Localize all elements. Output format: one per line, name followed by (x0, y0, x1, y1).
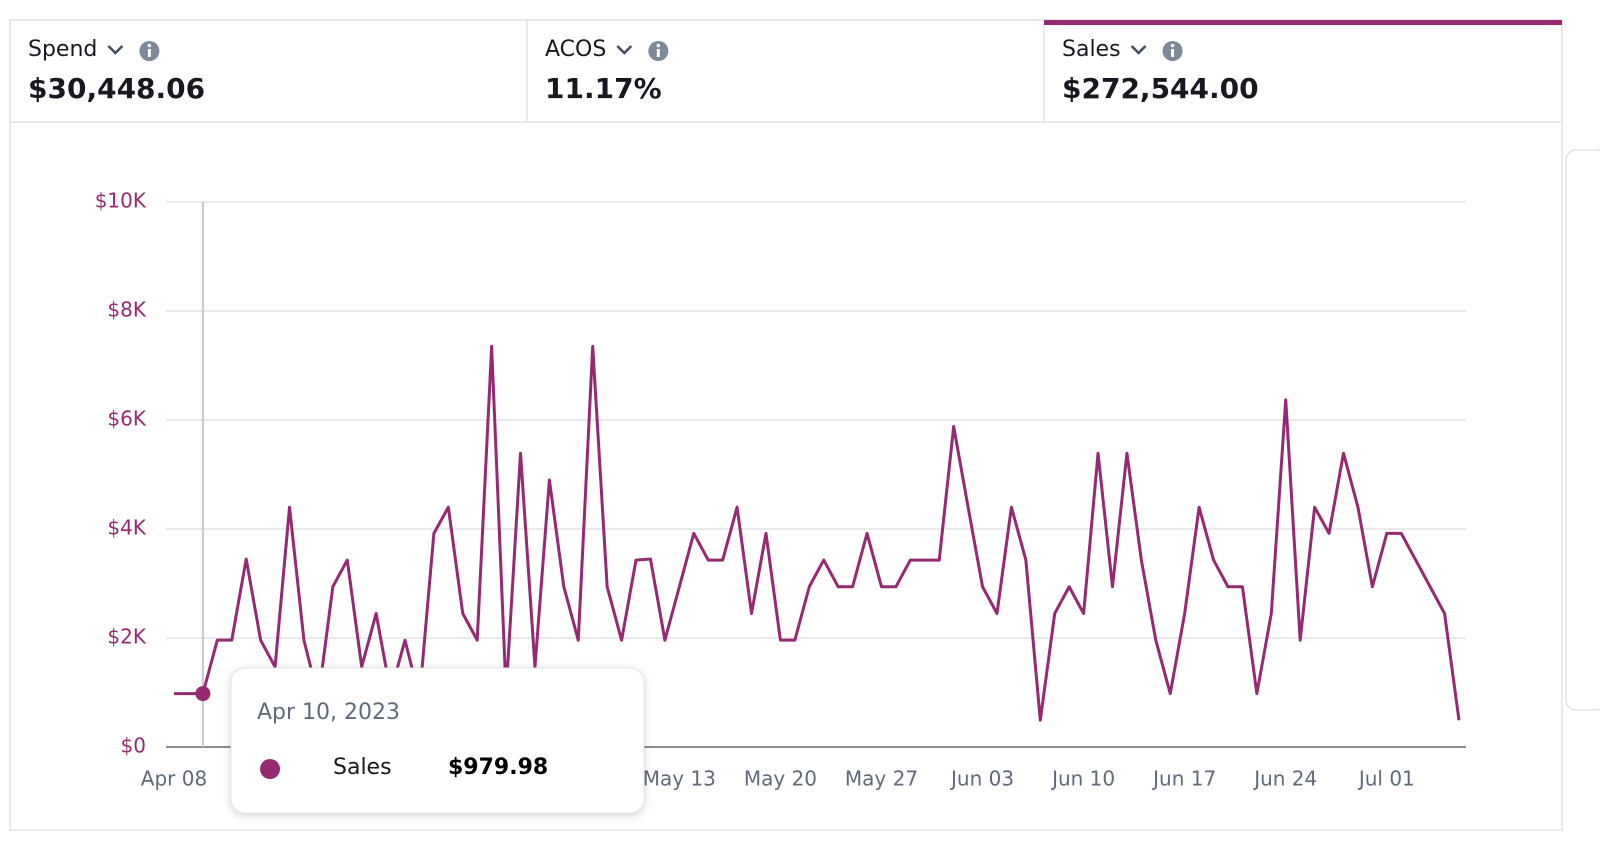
info-icon-mark (1171, 49, 1175, 57)
metric-label: ACOS (545, 37, 606, 62)
y-tick-label: $0 (121, 734, 146, 758)
metric-tabs: Spend $30,448.06 ACOS 11.17% Sales $272,544.0… (28, 20, 1562, 105)
selected-indicator (1044, 20, 1562, 25)
metric-value: $272,544.00 (1062, 72, 1259, 105)
metric-tab[interactable]: Sales $272,544.00 (1044, 20, 1562, 105)
y-tick-label: $10K (95, 189, 147, 213)
tooltip: Apr 10, 2023 Sales $979.98 (230, 667, 645, 814)
tooltip-box (230, 667, 645, 814)
dropdown-chevron[interactable] (616, 45, 633, 55)
hover-point (195, 686, 211, 702)
side-panel-edge (1565, 149, 1600, 711)
x-tick-label: May 20 (744, 767, 817, 791)
tooltip-date: Apr 10, 2023 (257, 700, 400, 725)
x-tick-label: Jun 24 (1252, 767, 1317, 791)
tooltip-value: $979.98 (448, 755, 548, 780)
info-icon-dot (147, 43, 152, 48)
x-tick-label: Jun 10 (1050, 767, 1115, 791)
x-tick-label: Jul 01 (1357, 767, 1415, 791)
metric-label: Sales (1062, 37, 1121, 62)
metric-tab[interactable]: Spend $30,448.06 (28, 37, 205, 105)
info-icon-mark (147, 49, 151, 57)
y-tick-label: $4K (107, 516, 146, 540)
x-tick-label: Apr 08 (141, 767, 207, 791)
y-tick-label: $2K (107, 625, 146, 649)
tooltip-swatch (260, 759, 280, 779)
dropdown-chevron[interactable] (107, 45, 124, 55)
x-tick-label: Jun 17 (1151, 767, 1216, 791)
chart: $0 $2K $4K $6K $8K $10K Apr 08 May 13 May 20 May … (95, 189, 1466, 814)
y-tick-label: $8K (107, 298, 146, 322)
metric-value: $30,448.06 (28, 72, 205, 105)
metric-tab[interactable]: ACOS 11.17% (545, 37, 669, 105)
metric-value: 11.17% (545, 72, 662, 105)
metric-label: Spend (28, 37, 97, 62)
info-icon-dot (656, 43, 661, 48)
info-icon-dot (1170, 43, 1175, 48)
tooltip-series: Sales (333, 755, 392, 780)
info-icon-mark (656, 49, 660, 57)
x-tick-label: May 13 (643, 767, 716, 791)
y-tick-label: $6K (107, 407, 146, 431)
x-tick-label: Jun 03 (949, 767, 1014, 791)
x-tick-label: May 27 (845, 767, 918, 791)
dropdown-chevron[interactable] (1130, 45, 1147, 55)
